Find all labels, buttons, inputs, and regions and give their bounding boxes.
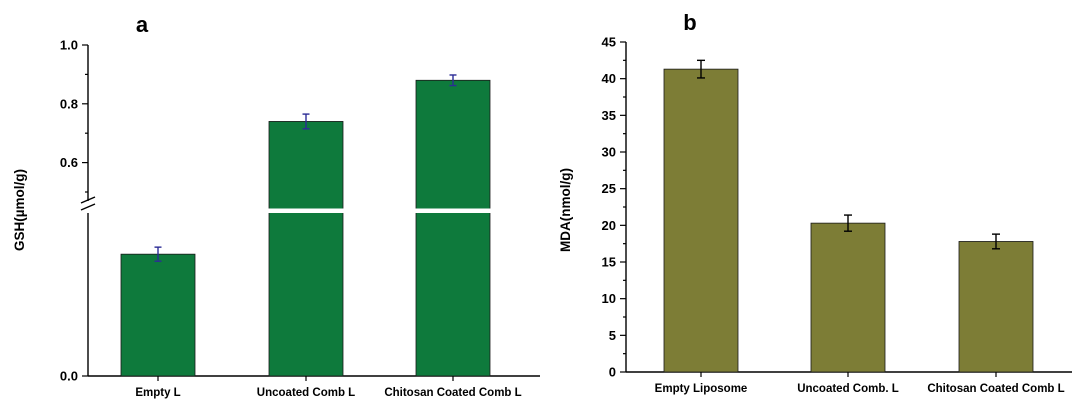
y-tick-label: 0.6	[60, 155, 78, 170]
x-tick-label: Uncoated Comb L	[257, 387, 355, 399]
panel-label-a: a	[136, 12, 149, 37]
y-tick-label: 0.0	[60, 369, 78, 384]
y-tick-label: 25	[602, 181, 616, 196]
x-tick-label: Uncoated Comb. L	[797, 383, 899, 395]
bar-break-gap	[268, 208, 344, 213]
bar	[268, 121, 344, 377]
chart-panel-b	[620, 41, 1072, 377]
y-tick-label: 40	[602, 71, 616, 86]
chart-panel-a	[80, 44, 540, 381]
bar	[810, 222, 886, 373]
y-tick-label: 0	[609, 365, 616, 380]
axis-break-mark	[80, 196, 96, 204]
bar	[415, 79, 491, 377]
y-tick-label: 1.0	[60, 38, 78, 53]
y-axis-label: GSH(µmol/g)	[12, 169, 27, 251]
bar	[958, 241, 1034, 373]
bar	[663, 68, 739, 373]
x-tick-label: Empty L	[135, 387, 180, 399]
y-tick-label: 20	[602, 218, 616, 233]
y-tick-label: 45	[602, 35, 616, 50]
bar	[120, 253, 196, 377]
y-tick-label: 0.8	[60, 96, 78, 111]
x-tick-label: Empty Liposome	[655, 383, 748, 395]
y-axis-label: MDA(nmol/g)	[558, 168, 573, 252]
x-tick-label: Chitosan Coated Comb L	[384, 387, 521, 399]
x-tick-label: Chitosan Coated Comb L	[927, 383, 1064, 395]
y-tick-label: 30	[602, 145, 616, 160]
bar-break-gap	[415, 208, 491, 213]
panel-label-b: b	[683, 10, 696, 35]
axis-break-mark	[80, 203, 96, 211]
y-tick-label: 35	[602, 108, 616, 123]
y-tick-label: 10	[602, 291, 616, 306]
y-tick-label: 5	[609, 328, 616, 343]
y-tick-label: 15	[602, 255, 616, 270]
